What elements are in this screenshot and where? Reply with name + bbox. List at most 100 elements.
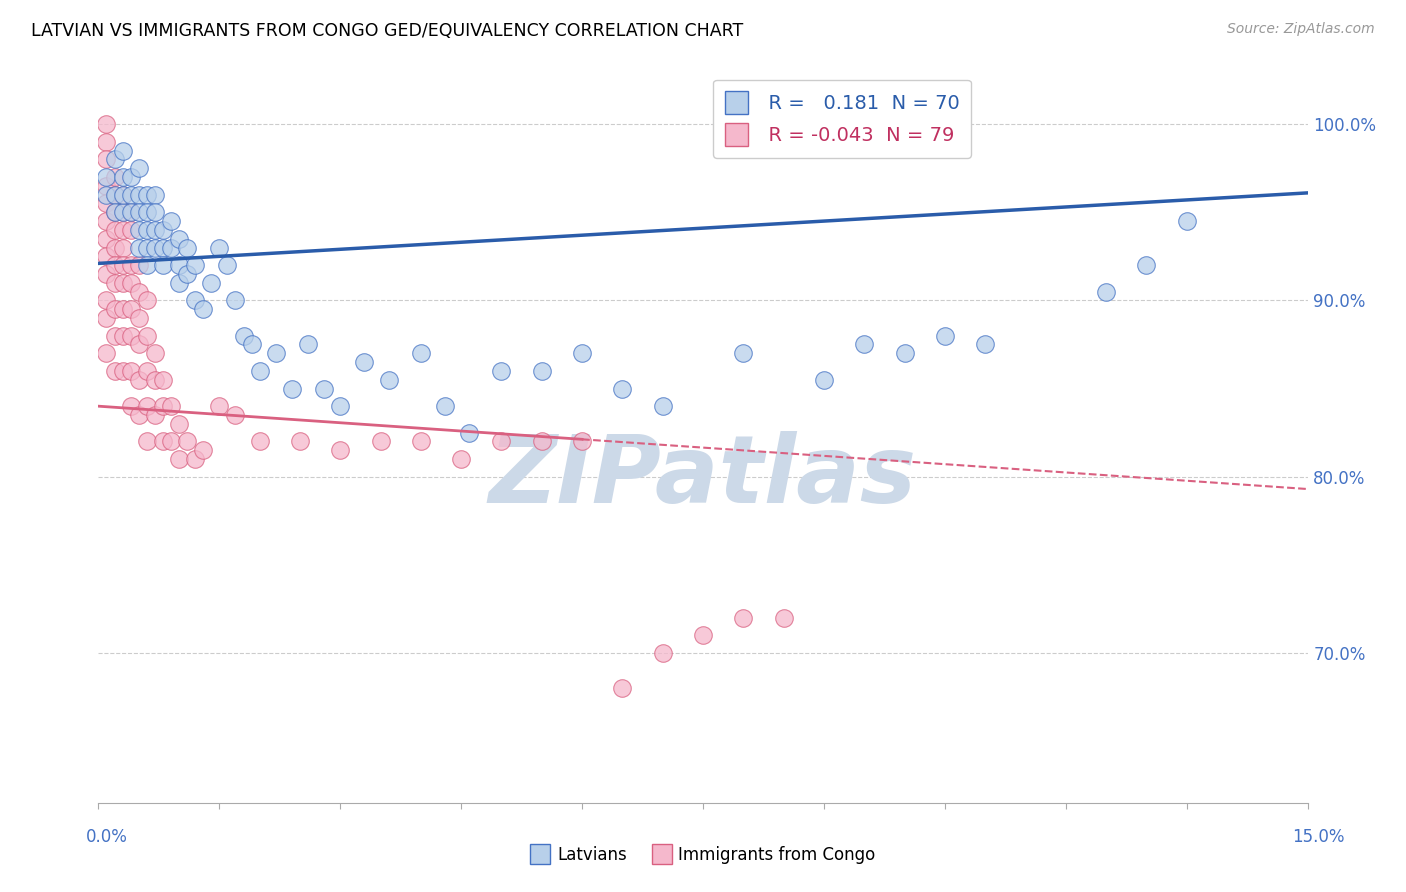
- Point: [128, 337, 150, 351]
- Point: [152, 240, 174, 254]
- Point: [120, 399, 142, 413]
- Point: [103, 187, 125, 202]
- Point: [329, 399, 352, 413]
- Point: [612, 681, 634, 696]
- Point: [135, 399, 157, 413]
- Point: [974, 337, 997, 351]
- Point: [208, 399, 231, 413]
- Point: [176, 434, 198, 449]
- Text: 0.0%: 0.0%: [86, 828, 128, 846]
- Point: [152, 223, 174, 237]
- Point: [184, 258, 207, 272]
- Point: [120, 302, 142, 317]
- Point: [103, 153, 125, 167]
- Point: [128, 223, 150, 237]
- Point: [249, 434, 271, 449]
- Point: [135, 258, 157, 272]
- Point: [96, 267, 118, 281]
- Point: [217, 258, 239, 272]
- Point: [143, 408, 166, 422]
- Point: [409, 346, 432, 360]
- Point: [111, 328, 134, 343]
- Point: [128, 408, 150, 422]
- Point: [96, 117, 118, 131]
- Point: [96, 232, 118, 246]
- Point: [96, 178, 118, 193]
- Point: [297, 337, 319, 351]
- Point: [135, 364, 157, 378]
- Point: [143, 223, 166, 237]
- Point: [491, 434, 513, 449]
- Point: [111, 240, 134, 254]
- Point: [96, 169, 118, 184]
- Point: [160, 434, 183, 449]
- Text: 15.0%: 15.0%: [1292, 828, 1346, 846]
- Point: [103, 302, 125, 317]
- Point: [152, 399, 174, 413]
- Point: [893, 346, 915, 360]
- Point: [530, 434, 553, 449]
- Point: [120, 276, 142, 290]
- Point: [160, 240, 183, 254]
- Point: [692, 628, 714, 642]
- Point: [111, 223, 134, 237]
- Point: [1135, 258, 1157, 272]
- Point: [135, 187, 157, 202]
- Point: [96, 187, 118, 202]
- Point: [288, 434, 311, 449]
- Point: [571, 434, 593, 449]
- Point: [111, 169, 134, 184]
- Point: [103, 187, 125, 202]
- Point: [152, 258, 174, 272]
- Point: [314, 382, 336, 396]
- Point: [96, 153, 118, 167]
- Point: [329, 443, 352, 458]
- Point: [111, 364, 134, 378]
- Point: [128, 373, 150, 387]
- Point: [143, 187, 166, 202]
- Point: [103, 205, 125, 219]
- Point: [96, 249, 118, 263]
- Point: [103, 364, 125, 378]
- Point: [167, 417, 190, 431]
- Point: [135, 240, 157, 254]
- Point: [491, 364, 513, 378]
- Point: [111, 205, 134, 219]
- Point: [128, 161, 150, 176]
- Point: [103, 276, 125, 290]
- Point: [281, 382, 304, 396]
- Point: [143, 205, 166, 219]
- Point: [103, 205, 125, 219]
- Point: [120, 258, 142, 272]
- Point: [135, 434, 157, 449]
- Point: [96, 214, 118, 228]
- Point: [813, 373, 835, 387]
- Point: [240, 337, 263, 351]
- Point: [120, 205, 142, 219]
- Point: [530, 364, 553, 378]
- Text: LATVIAN VS IMMIGRANTS FROM CONGO GED/EQUIVALENCY CORRELATION CHART: LATVIAN VS IMMIGRANTS FROM CONGO GED/EQU…: [31, 22, 744, 40]
- Point: [103, 223, 125, 237]
- Point: [143, 373, 166, 387]
- Point: [128, 285, 150, 299]
- Text: Source: ZipAtlas.com: Source: ZipAtlas.com: [1227, 22, 1375, 37]
- Point: [450, 452, 472, 467]
- Point: [193, 302, 215, 317]
- Point: [111, 187, 134, 202]
- Point: [458, 425, 481, 440]
- Point: [160, 399, 183, 413]
- Point: [135, 328, 157, 343]
- Point: [853, 337, 876, 351]
- Point: [152, 434, 174, 449]
- Point: [167, 276, 190, 290]
- Point: [167, 232, 190, 246]
- Point: [370, 434, 392, 449]
- Point: [103, 258, 125, 272]
- Point: [128, 187, 150, 202]
- Point: [224, 293, 246, 308]
- Point: [96, 311, 118, 326]
- Point: [208, 240, 231, 254]
- Point: [176, 240, 198, 254]
- Point: [111, 302, 134, 317]
- Point: [434, 399, 457, 413]
